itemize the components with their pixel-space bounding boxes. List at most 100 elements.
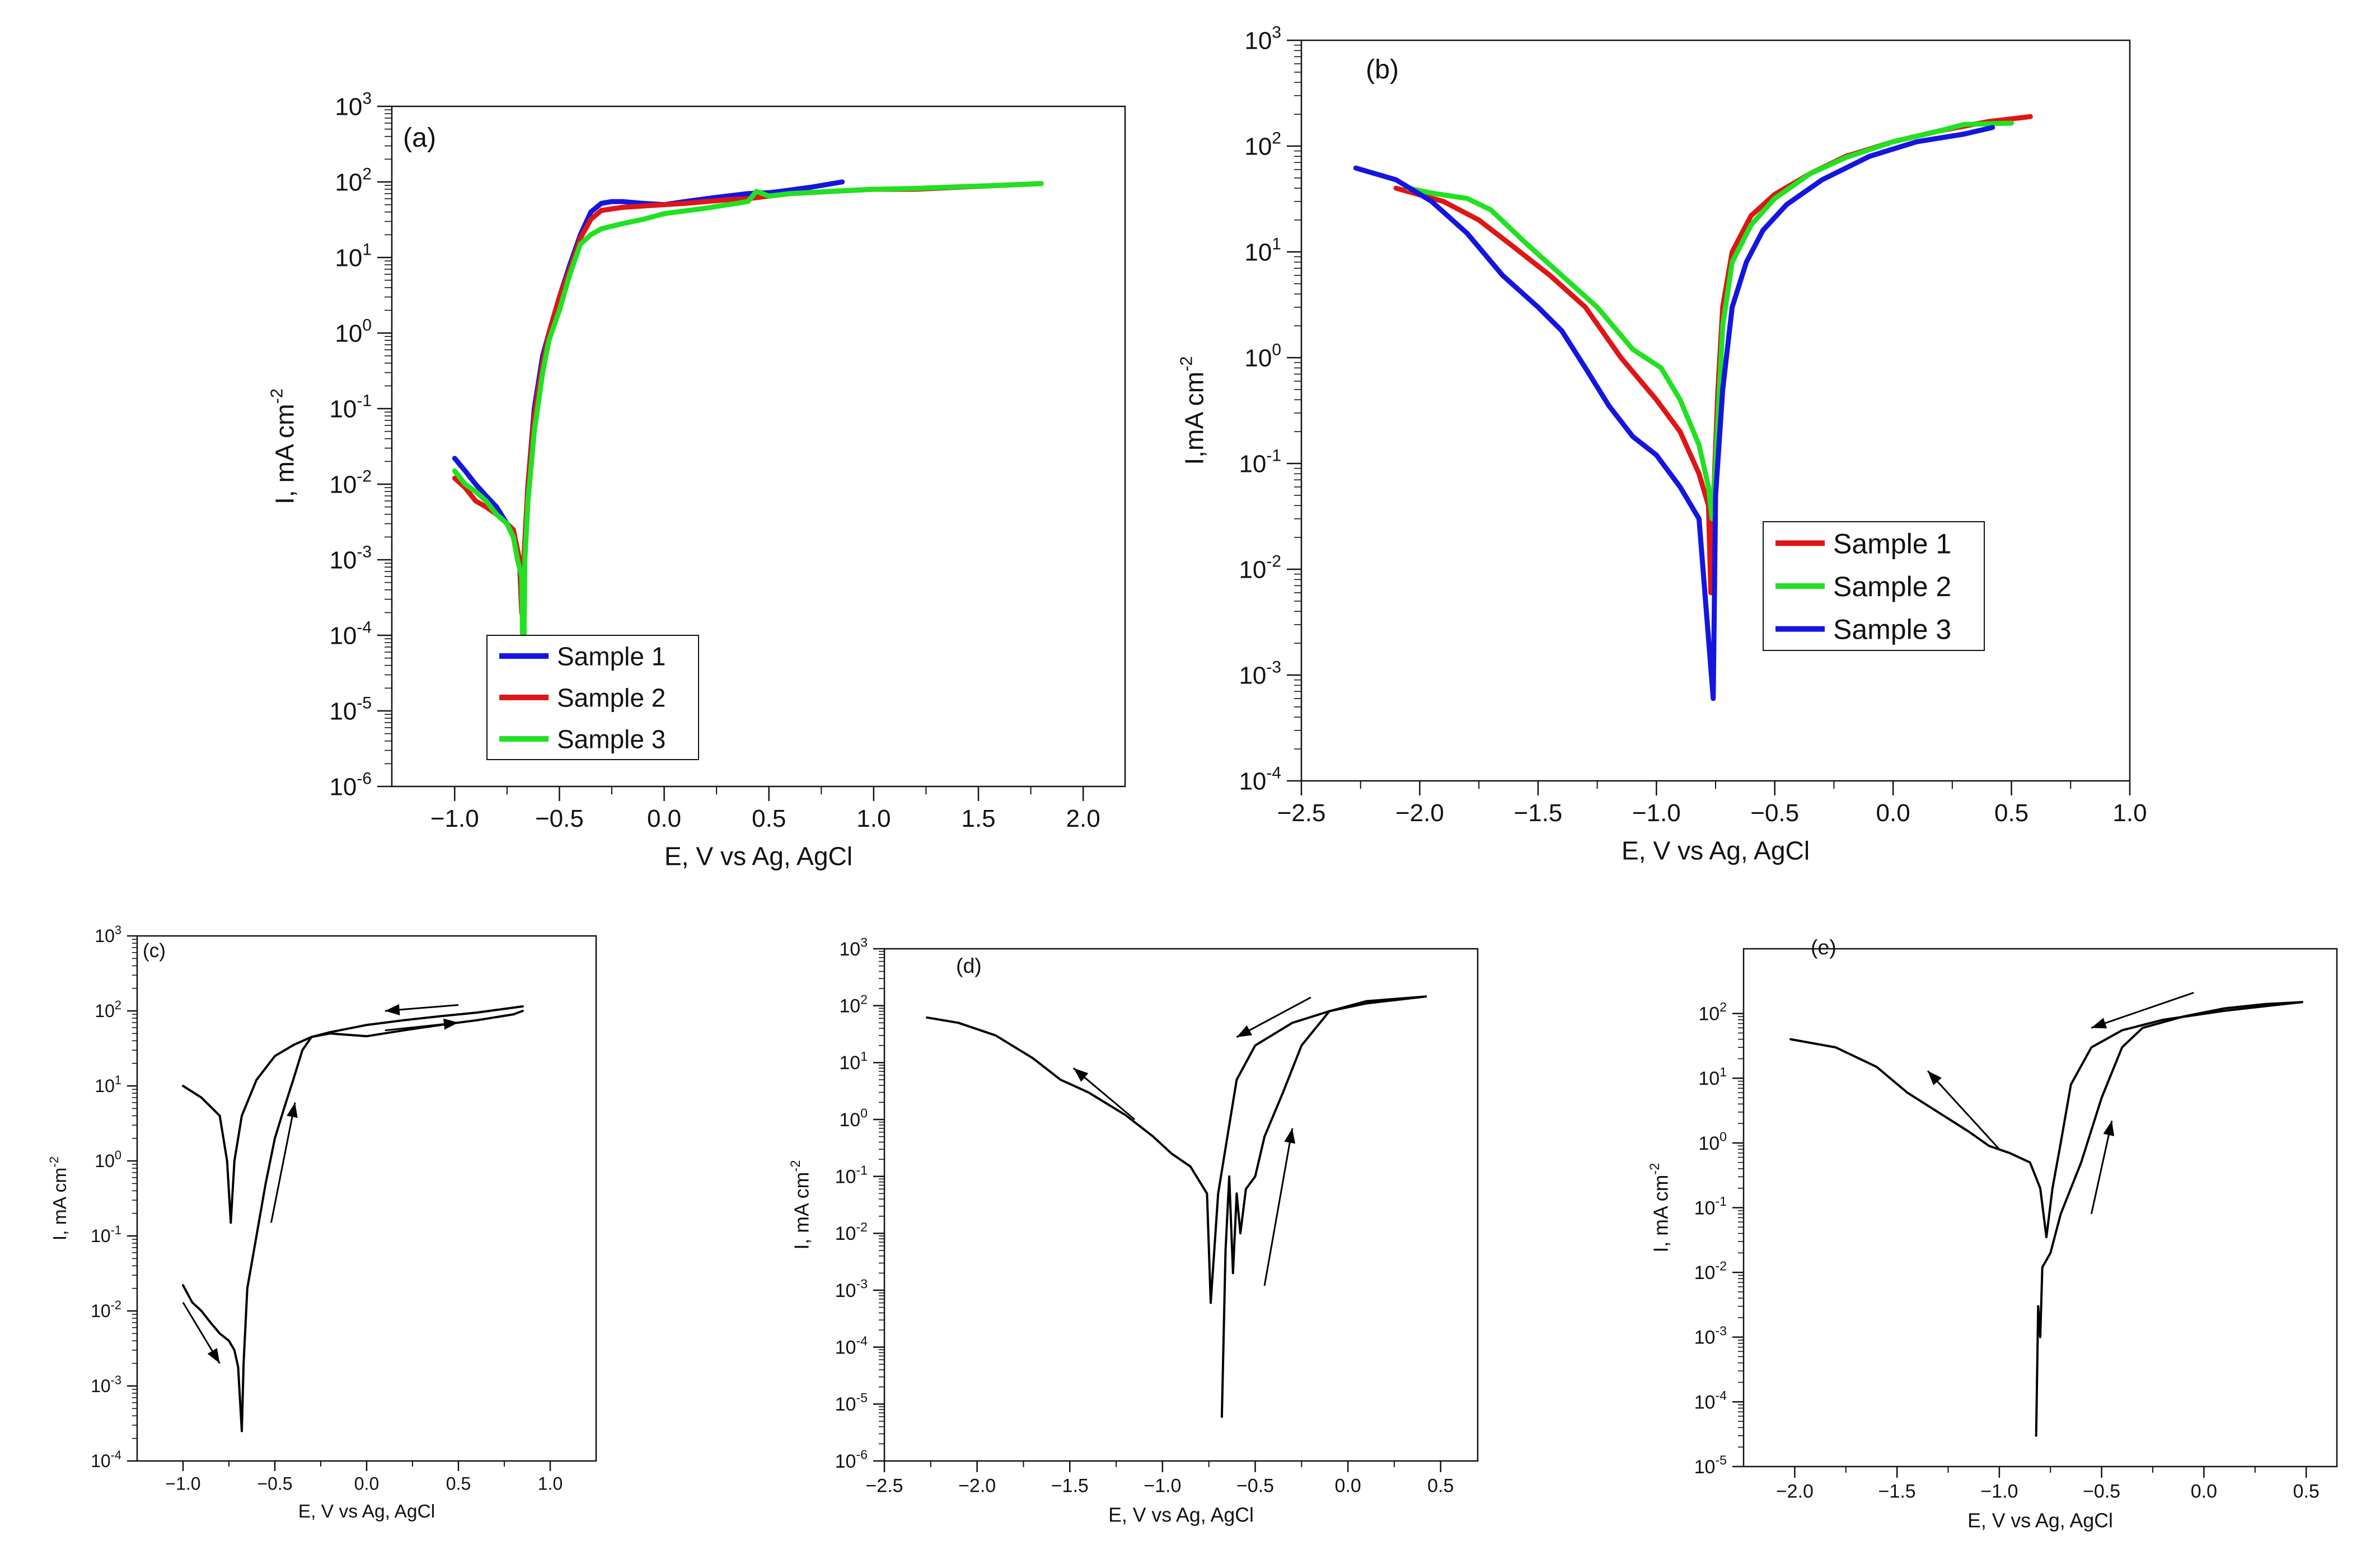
panel-label: (e) — [1811, 935, 1836, 959]
plot-frame — [1742, 948, 2338, 1468]
y-tick-label: 100 — [1698, 1129, 1727, 1154]
direction-arrow-head — [287, 1102, 298, 1118]
y-tick-label: 10-2 — [835, 1220, 868, 1244]
x-tick-label: −0.5 — [2083, 1481, 2120, 1502]
y-axis-label-text: I,mA cm — [1179, 372, 1208, 465]
series-line-sample-3 — [1353, 125, 1995, 701]
x-tick-label: 0.0 — [1334, 1476, 1361, 1497]
legend-label: Sample 2 — [557, 683, 666, 713]
x-tick-label: −1.0 — [430, 805, 479, 832]
y-axis-label-exponent: -2 — [1647, 1163, 1662, 1175]
y-tick-label: 101 — [335, 241, 372, 272]
y-tick-label: 10-4 — [1239, 764, 1281, 795]
direction-arrow — [2091, 991, 2194, 1029]
y-tick-label: 10-3 — [1239, 658, 1281, 690]
legend-label: Sample 3 — [557, 725, 666, 754]
y-tick-label: 10-5 — [1694, 1453, 1727, 1478]
plot-frame — [136, 935, 597, 1462]
y-tick-label: 103 — [839, 935, 868, 960]
x-tick-label: −0.5 — [1750, 799, 1799, 827]
series-line-sample-2 — [1405, 120, 2014, 522]
y-tick-label: 103 — [95, 923, 121, 946]
y-tick-label: 10-2 — [1694, 1259, 1727, 1284]
direction-arrow-head — [1284, 1128, 1296, 1144]
y-tick-label: 10-4 — [1694, 1388, 1727, 1413]
direction-arrow — [1263, 1128, 1294, 1286]
x-axis-label: E, V vs Ag, AgCl — [664, 841, 852, 870]
series-line-forward — [182, 1010, 524, 1432]
chart-c: −1.0 −0.5 0.0 0.5 1.0 10-4 10-3 10-2 10-1 100 101 1… — [47, 923, 597, 1522]
y-tick-label: 10-4 — [91, 1448, 121, 1471]
y-tick-label: 10-1 — [835, 1163, 868, 1187]
x-tick-label: −2.0 — [1395, 799, 1444, 827]
y-axis-label-text: I, mA cm — [1650, 1175, 1672, 1253]
y-tick-label: 100 — [839, 1106, 868, 1131]
x-tick-label: −1.5 — [1514, 799, 1562, 827]
y-axis-label: I,mA cm-2 — [1177, 356, 1209, 465]
x-tick-label: −1.0 — [1632, 799, 1681, 827]
direction-arrow-head — [2103, 1121, 2115, 1136]
y-tick-label: 100 — [1244, 341, 1281, 372]
x-tick-label: 0.5 — [752, 805, 786, 832]
x-tick-label: 0.0 — [2191, 1481, 2217, 1502]
panel-label: (d) — [956, 954, 982, 977]
y-tick-label: 100 — [95, 1148, 121, 1171]
y-tick-label: 10-2 — [91, 1298, 121, 1321]
series-line-reverse — [926, 995, 1427, 1304]
direction-arrow-head — [385, 1004, 400, 1015]
y-tick-label: 101 — [839, 1049, 868, 1074]
x-tick-label: −1.0 — [1144, 1476, 1181, 1497]
x-tick-label: −2.0 — [1776, 1481, 1814, 1502]
x-tick-label: −0.5 — [535, 805, 584, 832]
series-line-forward — [2035, 1001, 2303, 1437]
y-tick-label: 10-1 — [1239, 447, 1281, 478]
y-tick-label: 10-4 — [835, 1333, 868, 1358]
series-line-reverse — [182, 1005, 524, 1224]
y-tick-label: 10-1 — [329, 392, 372, 423]
panel-label: (c) — [143, 940, 166, 962]
y-axis-label-exponent: -2 — [1177, 356, 1196, 371]
x-tick-label: 0.5 — [2293, 1481, 2320, 1502]
x-tick-label: 0.5 — [1427, 1476, 1454, 1497]
y-tick-label: 10-5 — [329, 694, 372, 725]
y-tick-label: 10-3 — [835, 1277, 868, 1301]
x-tick-label: 1.0 — [2112, 799, 2147, 827]
direction-arrow-head — [1073, 1068, 1089, 1082]
y-tick-label: 10-4 — [329, 619, 372, 650]
x-tick-label: 2.0 — [1066, 805, 1100, 832]
x-tick-label: −2.5 — [865, 1476, 903, 1497]
series-line-sample-3 — [452, 181, 1044, 700]
series-line-forward — [1220, 995, 1427, 1418]
legend-label: Sample 3 — [1833, 614, 1951, 645]
x-tick-label: −1.0 — [165, 1474, 200, 1494]
y-tick-label: 10-3 — [329, 543, 372, 574]
direction-arrow-head — [2091, 1018, 2107, 1029]
y-tick-label: 103 — [1244, 24, 1281, 55]
y-axis-label: I, mA cm-2 — [47, 1156, 71, 1241]
x-tick-label: 1.0 — [538, 1474, 563, 1494]
panel-label: (b) — [1366, 54, 1399, 85]
y-tick-label: 100 — [335, 316, 372, 348]
legend: Sample 1 Sample 2 Sample 3 — [486, 635, 699, 760]
x-axis-label: E, V vs Ag, AgCl — [1622, 836, 1810, 865]
x-tick-label: −2.0 — [958, 1476, 996, 1497]
legend-label: Sample 1 — [1833, 528, 1951, 559]
y-axis-label: I, mA cm-2 — [788, 1160, 813, 1250]
y-tick-label: 101 — [1244, 235, 1281, 266]
series-line-sample-2 — [452, 181, 1044, 615]
chart-a: −1.0 −0.5 0.0 0.5 1.0 1.5 2.0 10-6 10-5 10-4 10-3 1… — [267, 90, 1126, 870]
x-tick-label: 0.0 — [354, 1474, 379, 1494]
x-tick-label: 0.5 — [446, 1474, 471, 1494]
series-line-reverse — [1789, 1001, 2303, 1239]
y-tick-label: 101 — [1698, 1065, 1727, 1089]
y-tick-label: 10-1 — [1694, 1194, 1727, 1219]
y-axis-label-text: I, mA cm — [270, 404, 299, 504]
y-tick-label: 10-3 — [91, 1373, 121, 1396]
legend-label: Sample 2 — [1833, 571, 1951, 602]
y-tick-label: 10-2 — [329, 467, 372, 499]
direction-arrow — [270, 1102, 296, 1223]
y-axis-label-text: I, mA cm — [790, 1172, 813, 1250]
x-tick-label: −1.5 — [1051, 1476, 1089, 1497]
y-tick-label: 102 — [335, 165, 372, 196]
chart-d: −2.5 −2.0 −1.5 −1.0 −0.5 0.0 0.5 10-6 10-5 10-4 10… — [788, 935, 1479, 1526]
